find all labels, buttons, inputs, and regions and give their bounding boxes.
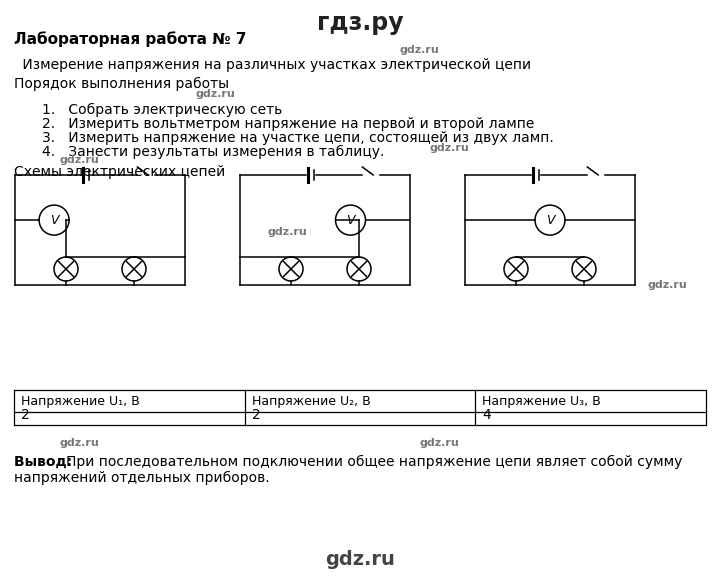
- Text: 4.   Занести результаты измерения в таблицу.: 4. Занести результаты измерения в таблиц…: [42, 145, 384, 159]
- Text: V: V: [50, 214, 58, 226]
- Text: 2: 2: [21, 408, 30, 422]
- Text: gdz.ru: gdz.ru: [268, 227, 307, 237]
- Text: 2.   Измерить вольтметром напряжение на первой и второй лампе: 2. Измерить вольтметром напряжение на пе…: [42, 117, 534, 131]
- Text: Измерение напряжения на различных участках электрической цепи: Измерение напряжения на различных участк…: [18, 58, 531, 72]
- Text: Вывод:: Вывод:: [14, 455, 82, 469]
- Text: gdz.ru: gdz.ru: [60, 438, 100, 448]
- Text: gdz.ru: gdz.ru: [420, 438, 460, 448]
- Circle shape: [122, 257, 146, 281]
- Text: Напряжение U₂, В: Напряжение U₂, В: [252, 394, 370, 408]
- Circle shape: [54, 257, 78, 281]
- Text: Напряжение U₁, В: Напряжение U₁, В: [21, 394, 140, 408]
- Circle shape: [39, 205, 69, 235]
- Text: V: V: [546, 214, 554, 226]
- Circle shape: [504, 257, 528, 281]
- Text: V: V: [346, 214, 355, 226]
- Text: Напряжение U₃, В: Напряжение U₃, В: [482, 394, 601, 408]
- Text: gdz.ru: gdz.ru: [325, 550, 395, 569]
- Text: 3.   Измерить напряжение на участке цепи, состоящей из двух ламп.: 3. Измерить напряжение на участке цепи, …: [42, 131, 554, 145]
- Text: gdz.ru: gdz.ru: [400, 45, 440, 55]
- Circle shape: [572, 257, 596, 281]
- Circle shape: [535, 205, 565, 235]
- Text: При последовательном подключении общее напряжение цепи являет собой сумму: При последовательном подключении общее н…: [66, 455, 683, 469]
- Text: gdz.ru: gdz.ru: [195, 89, 235, 99]
- Text: гдз.ру: гдз.ру: [317, 11, 403, 35]
- Circle shape: [279, 257, 303, 281]
- Text: Схемы электрических цепей: Схемы электрических цепей: [14, 165, 225, 179]
- Text: Лабораторная работа № 7: Лабораторная работа № 7: [14, 31, 246, 47]
- Circle shape: [336, 205, 366, 235]
- Text: gdz.ru: gdz.ru: [60, 155, 100, 165]
- Text: 2: 2: [252, 408, 261, 422]
- Text: gdz.ru: gdz.ru: [648, 280, 688, 290]
- Text: 1.   Собрать электрическую сеть: 1. Собрать электрическую сеть: [42, 103, 282, 117]
- Text: Порядок выполнения работы: Порядок выполнения работы: [14, 77, 229, 91]
- Text: 4: 4: [482, 408, 491, 422]
- Circle shape: [347, 257, 371, 281]
- Text: напряжений отдельных приборов.: напряжений отдельных приборов.: [14, 471, 269, 485]
- Text: gdz.ru: gdz.ru: [430, 143, 469, 153]
